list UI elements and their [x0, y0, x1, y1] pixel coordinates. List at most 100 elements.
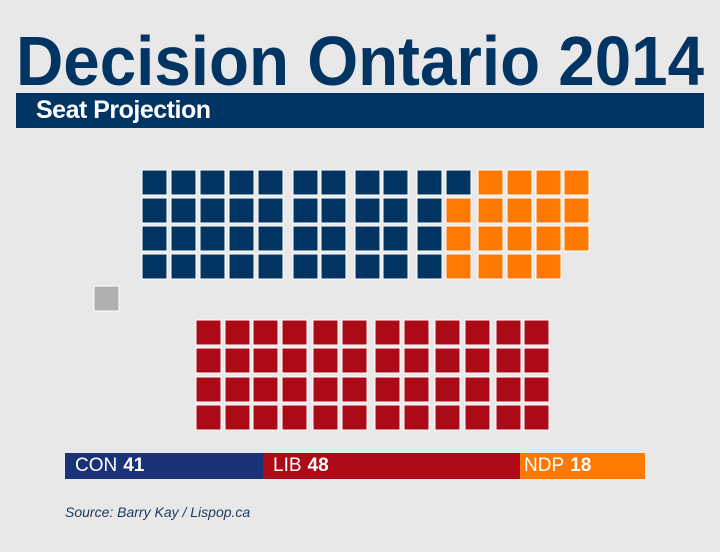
- seat-con: [416, 169, 443, 196]
- seat-con: [416, 253, 443, 280]
- seat-con: [170, 253, 197, 280]
- legend-con: CON 41: [65, 453, 263, 479]
- seat-ndp: [535, 225, 562, 252]
- seat-lib: [434, 319, 461, 346]
- seat-lib: [195, 347, 222, 374]
- seat-ndp: [477, 169, 504, 196]
- legend-lib-party: LIB: [273, 455, 302, 476]
- seat-ndp: [477, 225, 504, 252]
- seat-ndp: [506, 169, 533, 196]
- seat-con: [257, 169, 284, 196]
- seat-con: [382, 169, 409, 196]
- seat-lib: [341, 404, 368, 431]
- seat-con: [199, 253, 226, 280]
- seat-con: [354, 169, 381, 196]
- seat-con: [170, 225, 197, 252]
- legend-ndp-seats: 18: [570, 455, 592, 476]
- seat-lib: [374, 347, 401, 374]
- seat-lib: [224, 376, 251, 403]
- seat-ndp: [563, 225, 590, 252]
- seat-con: [445, 169, 472, 196]
- seat-con: [292, 197, 319, 224]
- seat-ndp: [477, 197, 504, 224]
- seat-ndp: [535, 253, 562, 280]
- legend-ndp-party: NDP: [524, 455, 565, 476]
- seat-ndp: [563, 197, 590, 224]
- seat-con: [141, 169, 168, 196]
- seat-lib: [464, 319, 491, 346]
- legend-lib: LIB 48: [263, 453, 520, 479]
- seat-ndp: [445, 253, 472, 280]
- seat-con: [416, 197, 443, 224]
- seat-con: [292, 225, 319, 252]
- seat-con: [320, 169, 347, 196]
- seat-lib: [281, 347, 308, 374]
- seat-con: [292, 169, 319, 196]
- seat-lib: [464, 347, 491, 374]
- seat-con: [228, 197, 255, 224]
- seat-con: [354, 225, 381, 252]
- title-text: Decision Ontario 2014: [16, 22, 704, 92]
- seat-lib: [341, 347, 368, 374]
- seat-lib: [374, 319, 401, 346]
- seat-lib: [523, 404, 550, 431]
- seat-con: [170, 197, 197, 224]
- seat-lib: [312, 376, 339, 403]
- seat-lib: [252, 319, 279, 346]
- seat-con: [257, 253, 284, 280]
- seat-lib: [374, 376, 401, 403]
- seat-lib: [195, 376, 222, 403]
- seat-lib: [434, 376, 461, 403]
- seat-con: [141, 225, 168, 252]
- seat-lib: [252, 347, 279, 374]
- seat-other: [93, 285, 120, 312]
- seat-con: [354, 197, 381, 224]
- seat-lib: [281, 404, 308, 431]
- seat-lib: [523, 347, 550, 374]
- seat-ndp: [563, 169, 590, 196]
- seat-lib: [312, 347, 339, 374]
- seat-lib: [523, 319, 550, 346]
- seat-con: [320, 225, 347, 252]
- seat-con: [416, 225, 443, 252]
- seat-lib: [374, 404, 401, 431]
- seat-ndp: [506, 253, 533, 280]
- seat-con: [141, 197, 168, 224]
- seat-lib: [464, 376, 491, 403]
- seat-lib: [403, 376, 430, 403]
- seat-con: [292, 253, 319, 280]
- seat-lib: [434, 404, 461, 431]
- seat-ndp: [506, 225, 533, 252]
- seat-ndp: [535, 169, 562, 196]
- seat-con: [382, 197, 409, 224]
- page-title: Decision Ontario 2014: [16, 22, 704, 92]
- seat-con: [170, 169, 197, 196]
- seat-lib: [495, 404, 522, 431]
- seat-con: [382, 253, 409, 280]
- seat-ndp: [535, 197, 562, 224]
- seat-lib: [434, 347, 461, 374]
- seat-con: [228, 253, 255, 280]
- seat-lib: [495, 319, 522, 346]
- seat-con: [257, 225, 284, 252]
- seat-lib: [195, 404, 222, 431]
- seat-lib: [341, 319, 368, 346]
- legend-con-party: CON: [75, 455, 118, 476]
- seat-con: [320, 197, 347, 224]
- seat-lib: [403, 404, 430, 431]
- seat-lib: [312, 319, 339, 346]
- subtitle-banner: Seat Projection: [16, 93, 704, 128]
- seat-con: [320, 253, 347, 280]
- seat-lib: [224, 404, 251, 431]
- seat-lib: [495, 347, 522, 374]
- legend-con-seats: 41: [123, 455, 145, 476]
- seat-lib: [224, 319, 251, 346]
- subtitle: Seat Projection: [36, 96, 211, 124]
- seat-lib: [252, 376, 279, 403]
- seat-con: [228, 225, 255, 252]
- seat-con: [228, 169, 255, 196]
- seat-lib: [281, 376, 308, 403]
- seat-ndp: [477, 253, 504, 280]
- seat-lib: [195, 319, 222, 346]
- legend-ndp: NDP 18: [520, 453, 645, 479]
